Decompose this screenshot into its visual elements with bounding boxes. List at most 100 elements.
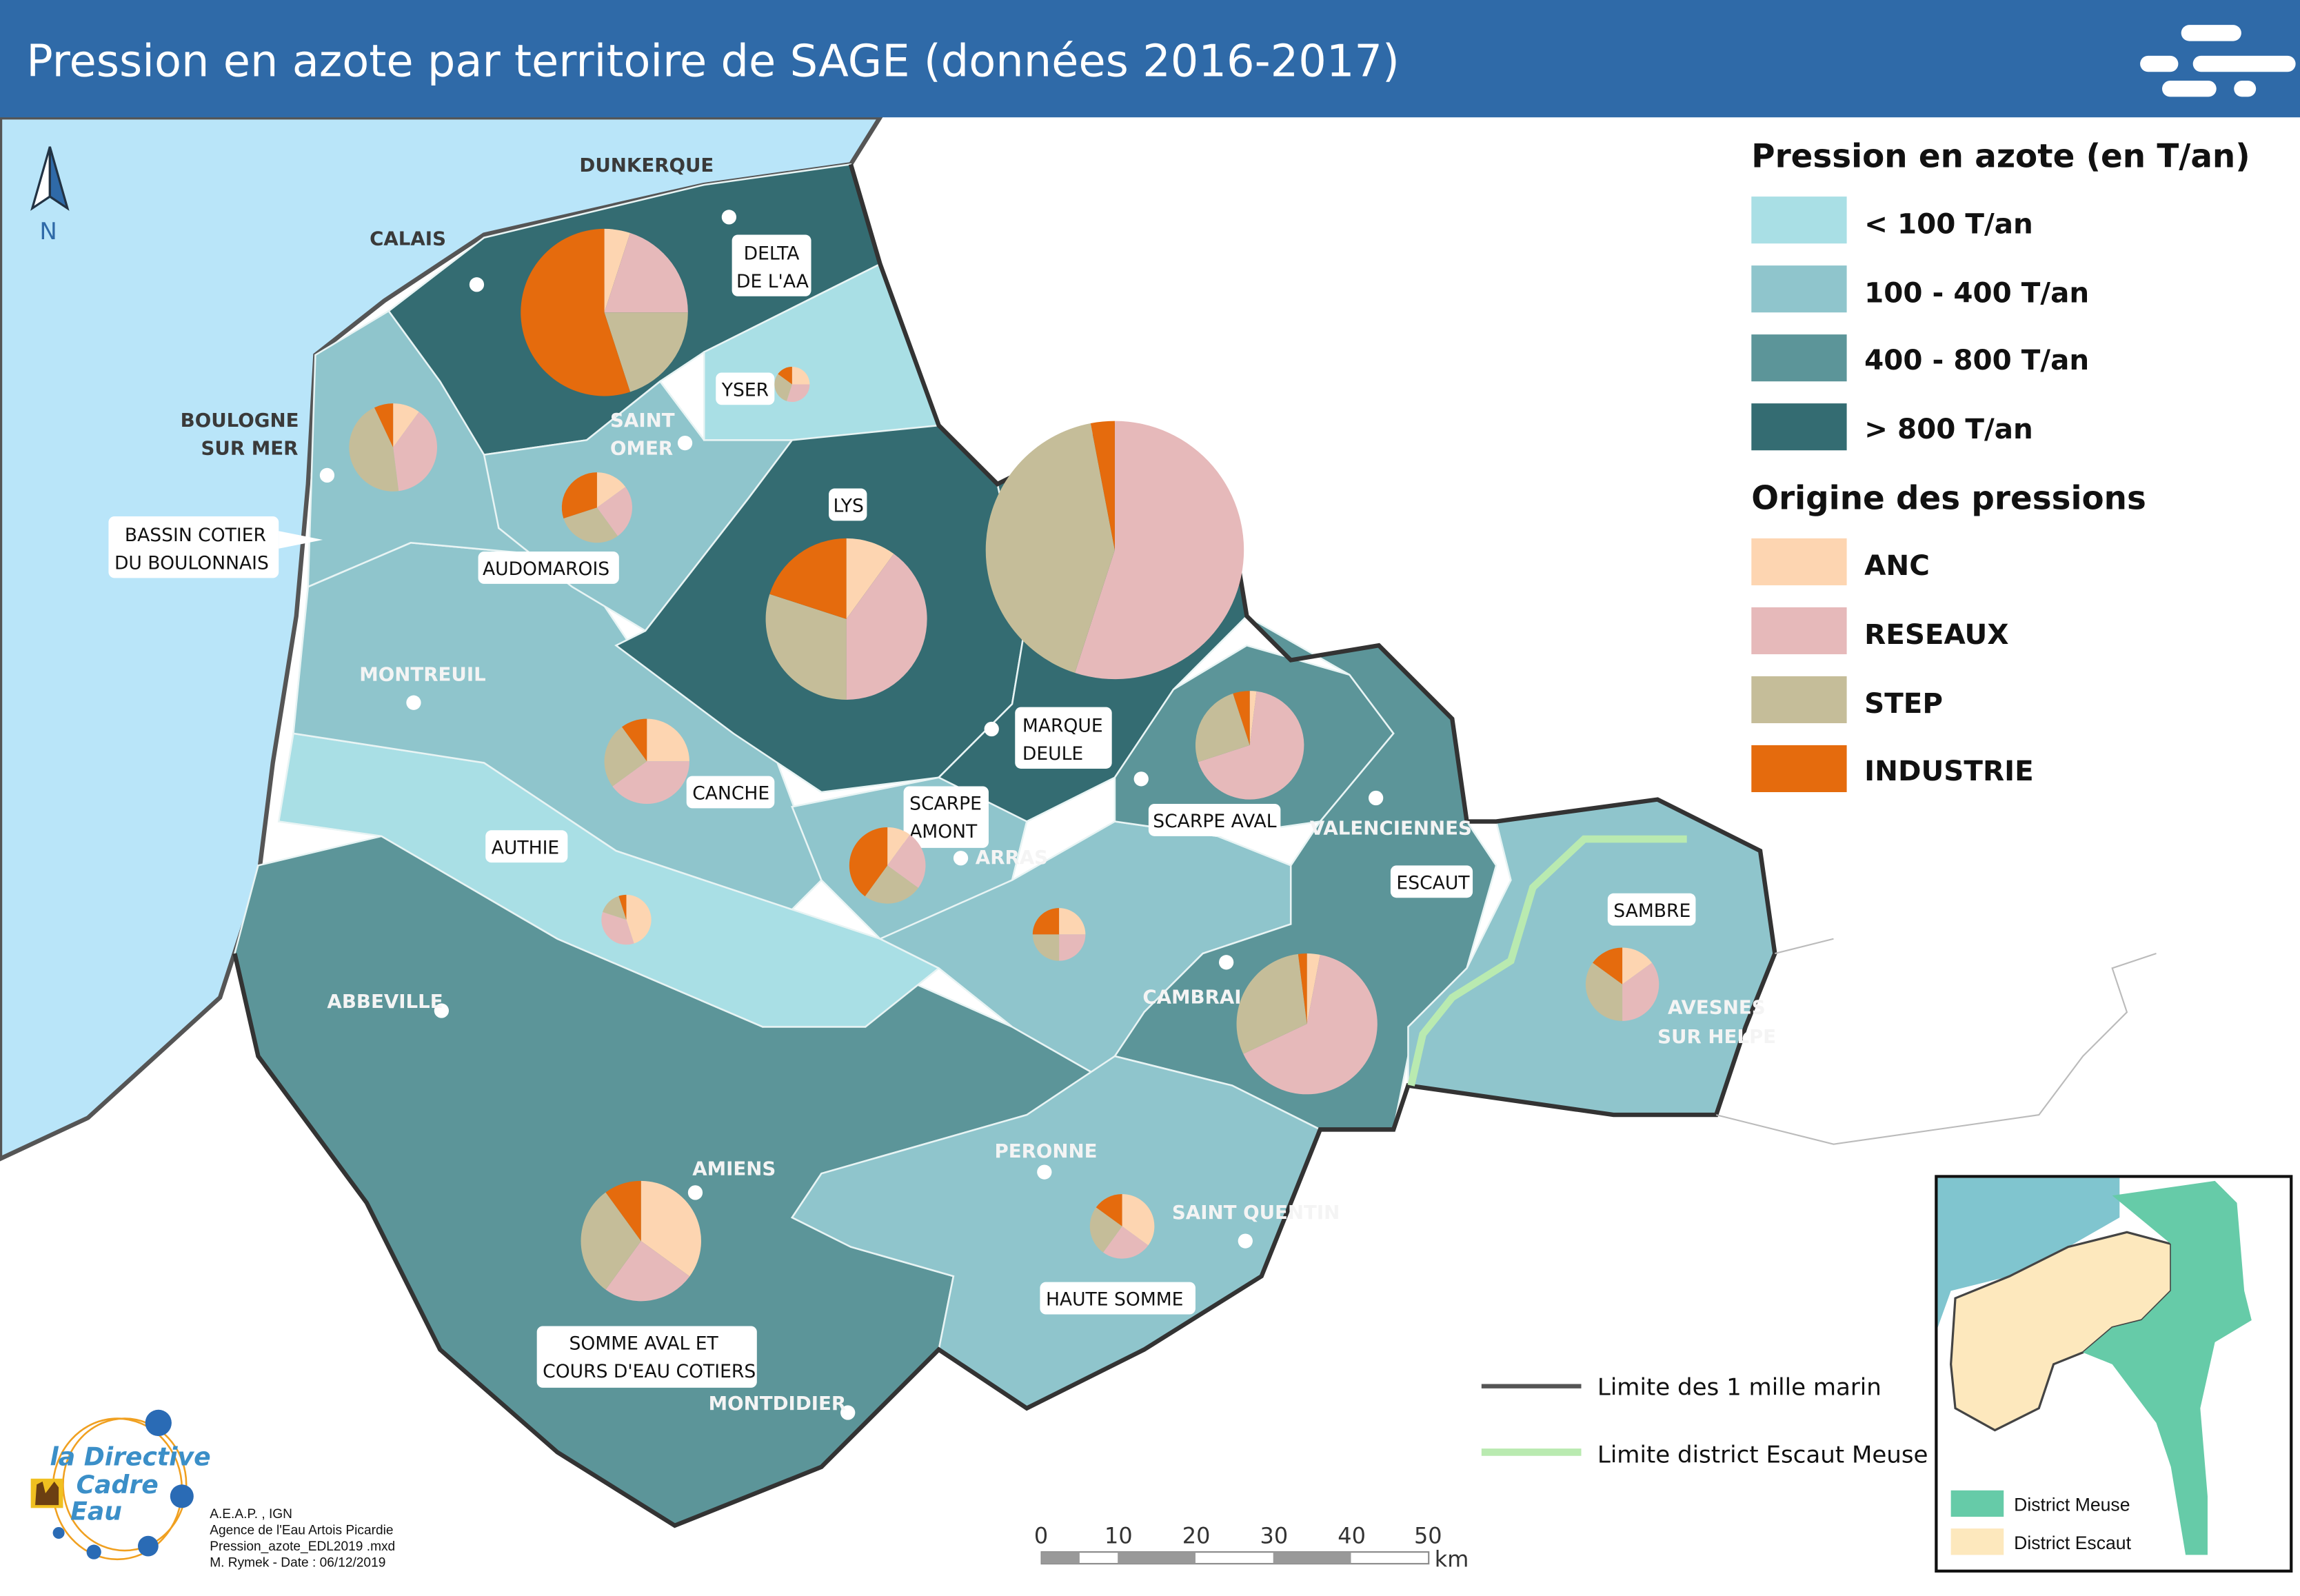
pie-slice-anc	[626, 894, 652, 944]
pie-slice-industrie	[605, 1180, 641, 1242]
pie-slice-industrie	[1298, 953, 1307, 1024]
pie-slice-industrie	[1032, 908, 1060, 935]
pie-slice-industrie	[1593, 947, 1623, 984]
sage-label: AMONT	[909, 821, 978, 842]
pie-chart	[1585, 947, 1660, 1021]
legend-label: STEP	[1864, 687, 1943, 720]
pie-slice-industrie	[621, 718, 647, 762]
north-label: N	[39, 218, 57, 245]
legend-label: 400 - 800 T/an	[1864, 343, 2089, 376]
pie-slice-industrie	[769, 538, 847, 619]
pie-slice-reseaux	[1059, 934, 1086, 961]
pie-chart	[581, 1180, 701, 1302]
sage-label: ESCAUT	[1396, 872, 1470, 893]
pie-slice-reseaux	[1243, 954, 1378, 1095]
pie-chart	[521, 228, 688, 396]
scale-tick: 50	[1414, 1522, 1442, 1548]
city-label: SAINT	[610, 409, 675, 432]
legend-swatch	[1751, 265, 1847, 313]
pie-slice-industrie	[1090, 421, 1115, 550]
dce-logo: la Directive Cadre Eau	[30, 1409, 211, 1561]
sage-label: AUDOMAROIS	[483, 558, 609, 580]
city-label: ARRAS	[976, 846, 1048, 869]
pie-slice-reseaux	[601, 911, 634, 945]
pie-slice-step	[765, 594, 847, 700]
legend-label: < 100 T/an	[1864, 207, 2033, 240]
legend-label: > 800 T/an	[1864, 412, 2033, 445]
pie-slice-reseaux	[1075, 421, 1244, 680]
svg-text:Cadre: Cadre	[77, 1470, 159, 1499]
sage-label: SCARPE	[909, 794, 982, 815]
pie-slice-anc	[1059, 908, 1086, 935]
pie-slice-anc	[1249, 691, 1257, 745]
legend-pressure-title: Pression en azote (en T/an)	[1751, 139, 2250, 176]
city-label: CAMBRAI	[1142, 985, 1241, 1008]
sage-label: LYS	[833, 496, 863, 517]
pie-slice-step	[774, 374, 792, 401]
legend-origin-title: Origine des pressions	[1751, 480, 2146, 517]
sage-label: SAMBRE	[1613, 900, 1691, 922]
north-arrow-icon: N	[30, 146, 70, 245]
pie-slice-industrie	[561, 472, 597, 518]
sage-label: YSER	[721, 379, 769, 401]
pie-slice-anc	[604, 228, 631, 313]
pie-slice-industrie	[1233, 691, 1250, 745]
pie-slice-step	[1195, 694, 1250, 762]
city-label: DUNKERQUE	[579, 154, 714, 176]
pie-charts	[349, 228, 1660, 1302]
pie-chart	[1032, 908, 1086, 961]
pie-slice-anc	[1622, 947, 1653, 984]
pie-slice-reseaux	[612, 761, 689, 805]
pie-slice-step	[1032, 934, 1060, 961]
inset-legend-label: District Meuse	[2014, 1495, 2130, 1515]
pie-slice-step	[349, 407, 399, 492]
sage-label: SOMME AVAL ET	[569, 1333, 718, 1355]
credit-line: M. Rymek - Date : 06/12/2019	[210, 1555, 385, 1570]
inset-legend-label: District Escaut	[2014, 1533, 2131, 1553]
svg-text:Eau: Eau	[70, 1496, 122, 1526]
pie-slice-anc	[640, 1180, 701, 1277]
pie-slice-step	[603, 896, 627, 920]
legend-swatch	[1751, 607, 1847, 654]
scale-bar: 0 10 20 30 40 50 km	[1034, 1522, 1469, 1572]
pie-slice-reseaux	[1198, 691, 1304, 800]
pie-slice-step	[1089, 1207, 1122, 1253]
cities	[319, 210, 1757, 1420]
pie-slice-reseaux	[604, 232, 688, 313]
sage-label: HAUTE SOMME	[1046, 1289, 1184, 1311]
city-label: SAINT QUENTIN	[1172, 1201, 1340, 1224]
credit-line: Agence de l'Eau Artois Picardie	[210, 1524, 393, 1538]
sage-label: CANCHE	[692, 783, 769, 805]
sage-regions	[234, 163, 1776, 1527]
legend-swatch	[1751, 676, 1847, 723]
pie-slice-reseaux	[393, 412, 438, 492]
pie-slice-step	[865, 865, 918, 904]
scale-unit: km	[1435, 1546, 1469, 1572]
legend-swatch	[1751, 745, 1847, 792]
pie-slice-reseaux	[786, 384, 810, 403]
scale-tick: 40	[1338, 1522, 1366, 1548]
legend-label: INDUSTRIE	[1864, 754, 2034, 787]
pie-chart	[1236, 953, 1378, 1095]
pie-slice-anc	[647, 718, 689, 762]
sage-label: DE L'AA	[736, 271, 809, 292]
sage-label: SCARPE AVAL	[1153, 811, 1276, 832]
pie-slice-step	[581, 1192, 641, 1290]
city-label: MONTDIDIER	[709, 1392, 847, 1415]
pie-slice-anc	[887, 827, 910, 866]
sage-labels: DELTA DE L'AA YSER BASSIN COTIER DU BOUL…	[108, 234, 1696, 1388]
pie-chart	[601, 894, 652, 945]
city-label: BOULOGNE	[181, 409, 299, 432]
legend: Pression en azote (en T/an) < 100 T/an 1…	[1481, 139, 2250, 1468]
svg-text:la Directive: la Directive	[50, 1442, 210, 1472]
pie-slice-anc	[1307, 953, 1320, 1024]
sage-label: BASSIN COTIER	[125, 525, 266, 546]
legend-swatch	[1751, 196, 1847, 244]
scale-tick: 10	[1104, 1522, 1133, 1548]
agency-lines-icon	[2140, 25, 2296, 97]
legend-line-label: Limite des 1 mille marin	[1597, 1373, 1882, 1401]
legend-label: 100 - 400 T/an	[1864, 276, 2089, 309]
pie-chart	[1195, 691, 1304, 800]
credit-line: A.E.A.P. , IGN	[210, 1507, 292, 1522]
